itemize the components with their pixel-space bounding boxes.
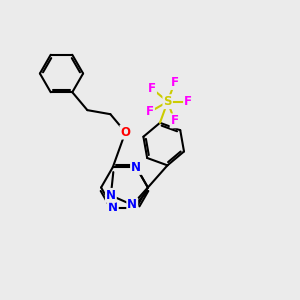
Text: N: N: [106, 189, 116, 202]
Text: F: F: [184, 95, 192, 108]
Text: F: F: [171, 114, 178, 127]
Text: N: N: [131, 161, 141, 174]
Text: N: N: [108, 201, 118, 214]
Text: N: N: [127, 198, 137, 212]
Text: N: N: [131, 161, 141, 174]
Text: F: F: [171, 76, 178, 89]
Text: F: F: [148, 82, 156, 95]
Text: S: S: [164, 95, 172, 108]
Text: O: O: [120, 126, 130, 139]
Text: F: F: [146, 105, 154, 119]
